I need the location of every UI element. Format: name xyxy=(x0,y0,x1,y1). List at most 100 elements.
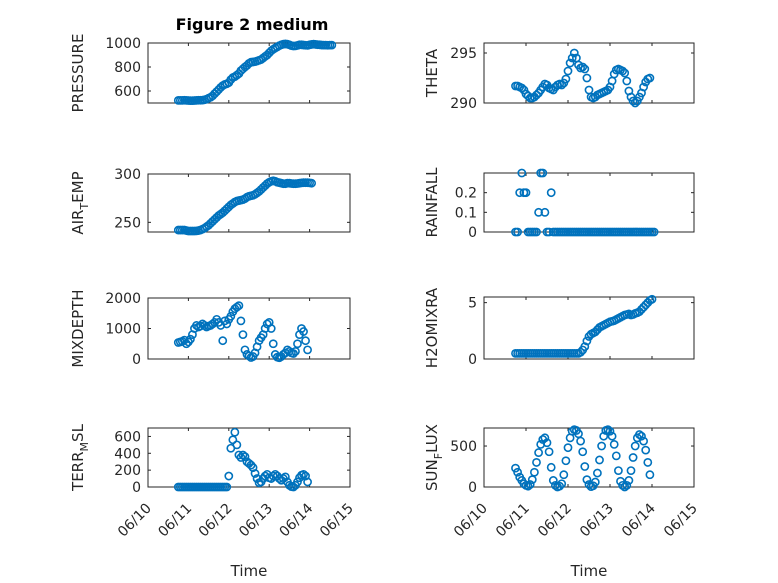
data-point xyxy=(649,227,659,237)
data-point xyxy=(605,426,615,436)
data-point xyxy=(534,207,543,217)
data-point xyxy=(630,98,640,108)
data-point xyxy=(222,319,232,329)
data-point xyxy=(590,477,600,487)
data-point xyxy=(542,438,552,448)
x-axis-label: Time xyxy=(570,562,608,580)
data-series xyxy=(173,427,312,492)
data-series xyxy=(511,425,655,492)
data-point xyxy=(645,73,655,83)
data-point xyxy=(607,431,617,441)
data-series xyxy=(511,168,659,237)
y-tick-label: 5 xyxy=(468,296,477,312)
y-tick-label: 290 xyxy=(450,96,477,112)
x-tick-label: 06/15 xyxy=(661,501,701,541)
data-point xyxy=(628,453,638,462)
data-point xyxy=(532,90,541,100)
data-point xyxy=(238,450,248,460)
y-tick-label: 600 xyxy=(114,429,141,445)
data-series xyxy=(511,48,655,108)
data-point xyxy=(557,479,567,489)
y-axis-label: H2OMIXRA xyxy=(423,287,441,368)
subplot-h2omixra: 0 5 H2OMIXRA xyxy=(423,287,695,368)
y-tick-label: 500 xyxy=(450,439,477,455)
data-point xyxy=(517,168,527,178)
x-tick-label: 06/14 xyxy=(619,500,659,540)
data-point xyxy=(230,427,240,437)
data-point xyxy=(630,441,640,451)
data-point xyxy=(618,480,627,490)
data-point xyxy=(517,83,527,93)
y-tick-label: 295 xyxy=(450,46,477,62)
x-tick-label: 06/15 xyxy=(317,501,357,541)
data-point xyxy=(303,477,312,487)
data-point xyxy=(232,440,242,450)
data-point xyxy=(293,339,302,349)
data-point xyxy=(525,480,535,489)
y-axis-label: RAINFALL xyxy=(423,167,441,238)
x-tick-label: 06/13 xyxy=(236,501,276,541)
y-axis-label: SUNFLUX xyxy=(423,424,445,491)
data-point xyxy=(548,476,558,485)
data-point xyxy=(622,480,632,490)
data-point xyxy=(266,324,276,333)
data-point xyxy=(196,321,205,331)
data-point xyxy=(578,62,588,72)
data-point xyxy=(609,439,619,449)
y-tick-label: 600 xyxy=(114,84,141,100)
subplot-rainfall: 0 0.1 0.2 RAINFALL xyxy=(423,167,695,241)
y-axis-label: AIRTEMP xyxy=(69,171,91,234)
data-point xyxy=(303,345,312,355)
data-point xyxy=(307,178,317,188)
data-point xyxy=(544,447,554,457)
data-series xyxy=(173,176,317,236)
data-point xyxy=(546,462,556,472)
data-point xyxy=(200,321,209,330)
data-point xyxy=(240,452,250,462)
data-point xyxy=(580,462,590,471)
data-point xyxy=(544,227,554,237)
data-point xyxy=(639,82,648,92)
y-tick-label: 0 xyxy=(468,480,477,496)
data-point xyxy=(532,227,541,237)
data-point xyxy=(639,436,648,446)
data-point xyxy=(540,433,550,443)
y-tick-label: 0.2 xyxy=(455,186,477,202)
data-point xyxy=(582,475,592,485)
y-tick-label: 0 xyxy=(468,352,477,368)
data-point xyxy=(546,188,556,198)
figure-title: Figure 2 medium xyxy=(176,15,329,34)
y-tick-label: 0 xyxy=(132,352,141,368)
data-point xyxy=(614,466,623,476)
data-point xyxy=(523,481,533,491)
data-point xyxy=(260,324,270,333)
data-point xyxy=(561,456,571,466)
y-tick-label: 0 xyxy=(132,480,141,496)
y-tick-label: 2000 xyxy=(105,291,141,307)
data-point xyxy=(593,468,602,478)
subplot-theta: 290 295 THETA xyxy=(423,42,695,112)
data-point xyxy=(626,466,636,476)
x-tick-label: 06/10 xyxy=(115,501,155,541)
data-point xyxy=(532,458,541,467)
axes-box xyxy=(483,296,695,360)
y-tick-label: 200 xyxy=(114,463,141,479)
y-tick-label: 800 xyxy=(114,60,141,76)
subplot-mixdepth: 0 1000 2000 MIXDEPTH xyxy=(69,289,351,368)
y-tick-label: 0 xyxy=(468,225,477,241)
y-tick-label: 250 xyxy=(114,215,141,231)
data-point xyxy=(565,58,575,68)
data-point xyxy=(192,321,201,330)
data-point xyxy=(534,448,543,457)
subplot-sun-flux: 0 500 06/10 06/11 06/12 06/13 06/14 06/15 Time SU… xyxy=(423,424,701,580)
y-tick-label: 1000 xyxy=(105,36,141,52)
data-point xyxy=(218,336,228,346)
data-point xyxy=(643,458,653,467)
x-tick-label: 06/10 xyxy=(451,501,491,541)
data-point xyxy=(563,443,573,453)
axes-box xyxy=(147,42,351,104)
x-tick-label: 06/11 xyxy=(155,501,195,541)
data-point xyxy=(268,339,278,349)
data-point xyxy=(299,327,308,336)
data-point xyxy=(513,227,522,237)
